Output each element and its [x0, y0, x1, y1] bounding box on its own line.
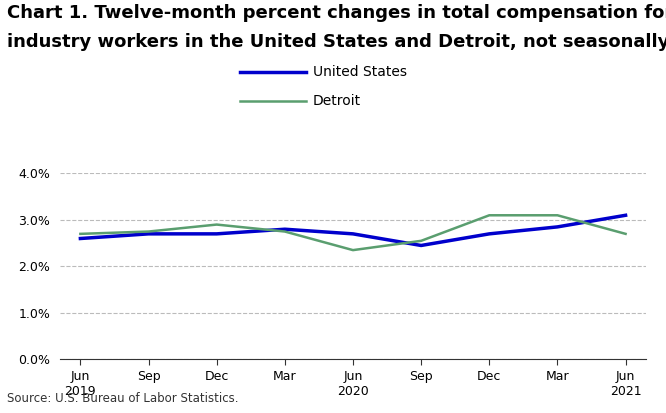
- Detroit: [486, 213, 494, 218]
- Line: United States: United States: [81, 215, 625, 245]
- Detroit: [417, 238, 425, 243]
- Detroit: [621, 231, 629, 236]
- Text: Chart 1. Twelve-month percent changes in total compensation for private: Chart 1. Twelve-month percent changes in…: [7, 4, 666, 22]
- Text: industry workers in the United States and Detroit, not seasonally adjusted: industry workers in the United States an…: [7, 33, 666, 51]
- United States: [349, 231, 357, 236]
- United States: [145, 231, 153, 236]
- Line: Detroit: Detroit: [81, 215, 625, 250]
- Detroit: [212, 222, 220, 227]
- United States: [281, 227, 289, 232]
- Detroit: [553, 213, 561, 218]
- Text: Source: U.S. Bureau of Labor Statistics.: Source: U.S. Bureau of Labor Statistics.: [7, 392, 238, 405]
- United States: [417, 243, 425, 248]
- Detroit: [77, 231, 85, 236]
- United States: [77, 236, 85, 241]
- United States: [621, 213, 629, 218]
- United States: [486, 231, 494, 236]
- Detroit: [281, 229, 289, 234]
- Text: United States: United States: [313, 65, 407, 79]
- United States: [212, 231, 220, 236]
- Detroit: [145, 229, 153, 234]
- Text: Detroit: Detroit: [313, 94, 361, 108]
- Detroit: [349, 248, 357, 253]
- United States: [553, 224, 561, 229]
